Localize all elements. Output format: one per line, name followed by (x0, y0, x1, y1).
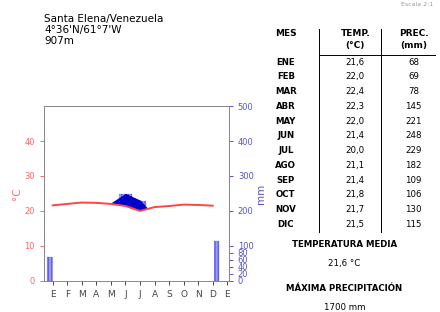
Bar (90, 230, 103, 281)
Text: 21,6: 21,6 (346, 58, 365, 67)
Text: PREC.: PREC. (399, 29, 429, 38)
Bar (207, 241, 219, 281)
Text: SEP: SEP (277, 176, 295, 185)
Text: 248: 248 (405, 131, 422, 140)
Text: OCT: OCT (276, 191, 296, 199)
Text: 21,4: 21,4 (346, 176, 365, 185)
Text: MES: MES (275, 29, 297, 38)
Text: 69: 69 (408, 72, 419, 81)
Bar (192, 235, 205, 281)
Text: 20,0: 20,0 (346, 146, 365, 155)
Text: 21,4: 21,4 (346, 131, 365, 140)
Text: 130: 130 (405, 205, 422, 214)
Text: DIC: DIC (278, 220, 294, 229)
Text: 21,1: 21,1 (346, 161, 365, 170)
Text: 109: 109 (406, 176, 422, 185)
Text: MAR: MAR (275, 87, 297, 96)
Bar (177, 244, 190, 281)
Bar (119, 194, 132, 281)
Bar (105, 203, 117, 281)
Text: 1700 mm: 1700 mm (323, 303, 365, 312)
Text: TEMP.: TEMP. (341, 29, 370, 38)
Bar (134, 201, 146, 281)
Text: 21,8: 21,8 (346, 191, 365, 199)
Text: TEMPERATURA MEDIA: TEMPERATURA MEDIA (292, 240, 397, 249)
Bar (163, 243, 175, 281)
Text: 22,0: 22,0 (346, 72, 365, 81)
Text: 78: 78 (408, 87, 419, 96)
Text: (°C): (°C) (345, 41, 365, 50)
Text: 145: 145 (405, 102, 422, 111)
Text: 229: 229 (406, 146, 422, 155)
Text: NOV: NOV (275, 205, 296, 214)
Text: 21,7: 21,7 (346, 205, 365, 214)
Text: 907m: 907m (44, 36, 74, 46)
Text: 4°36'N/61°7'W: 4°36'N/61°7'W (44, 25, 121, 35)
Text: 106: 106 (405, 191, 422, 199)
Text: 115: 115 (405, 220, 422, 229)
Text: 221: 221 (405, 117, 422, 126)
Text: 68: 68 (408, 58, 419, 67)
Y-axis label: mm: mm (257, 183, 267, 203)
Text: (mm): (mm) (400, 41, 427, 50)
Text: Escala 2:1: Escala 2:1 (401, 2, 433, 7)
Text: ENE: ENE (277, 58, 295, 67)
Text: JUL: JUL (278, 146, 293, 155)
Bar (148, 217, 161, 281)
Text: JUN: JUN (277, 131, 294, 140)
Text: 22,0: 22,0 (346, 117, 365, 126)
Text: ABR: ABR (276, 102, 296, 111)
Y-axis label: °C: °C (11, 187, 22, 200)
Text: MÁXIMA PRECIPITACIÓN: MÁXIMA PRECIPITACIÓN (286, 284, 402, 293)
Text: MAY: MAY (276, 117, 296, 126)
Text: FEB: FEB (277, 72, 295, 81)
Text: 21,5: 21,5 (346, 220, 365, 229)
Text: Santa Elena/Venezuela: Santa Elena/Venezuela (44, 14, 163, 24)
Text: 22,4: 22,4 (346, 87, 365, 96)
Bar (47, 257, 59, 281)
Text: 182: 182 (405, 161, 422, 170)
Text: 22,3: 22,3 (346, 102, 365, 111)
Bar (76, 254, 88, 281)
Text: 21,6 °C: 21,6 °C (328, 259, 360, 268)
Text: AGO: AGO (275, 161, 296, 170)
Bar (61, 257, 73, 281)
